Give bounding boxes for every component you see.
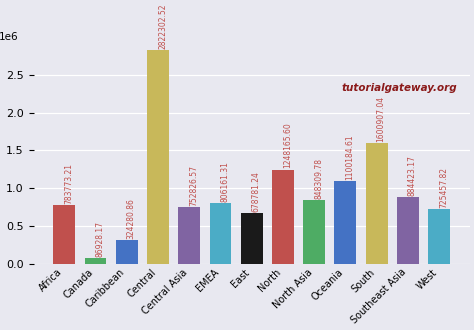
Text: 678781.24: 678781.24 bbox=[252, 171, 261, 212]
Text: 324280.86: 324280.86 bbox=[127, 198, 136, 239]
Bar bbox=[178, 207, 200, 264]
Bar bbox=[303, 200, 325, 264]
Text: 752826.57: 752826.57 bbox=[189, 165, 198, 206]
Text: 806161.31: 806161.31 bbox=[220, 161, 229, 202]
Bar bbox=[397, 197, 419, 264]
Bar bbox=[272, 170, 294, 264]
Bar bbox=[335, 181, 356, 264]
Text: 86928.17: 86928.17 bbox=[96, 221, 105, 257]
Bar bbox=[116, 240, 138, 264]
Bar bbox=[147, 50, 169, 264]
Bar bbox=[85, 258, 107, 264]
Text: 783773.21: 783773.21 bbox=[64, 163, 73, 204]
Text: 1248165.60: 1248165.60 bbox=[283, 123, 292, 168]
Bar bbox=[241, 213, 263, 264]
Text: 1100184.61: 1100184.61 bbox=[346, 134, 355, 180]
Text: 1e6: 1e6 bbox=[0, 32, 18, 42]
Text: tutorialgateway.org: tutorialgateway.org bbox=[341, 83, 457, 93]
Text: 884423.17: 884423.17 bbox=[408, 155, 417, 196]
Bar bbox=[365, 143, 388, 264]
Text: 725457.82: 725457.82 bbox=[439, 167, 448, 208]
Text: 1600907.04: 1600907.04 bbox=[377, 96, 386, 142]
Bar bbox=[428, 209, 450, 264]
Bar bbox=[210, 203, 231, 264]
Text: 2822302.52: 2822302.52 bbox=[158, 3, 167, 49]
Bar bbox=[54, 205, 75, 264]
Text: 848309.78: 848309.78 bbox=[314, 158, 323, 199]
